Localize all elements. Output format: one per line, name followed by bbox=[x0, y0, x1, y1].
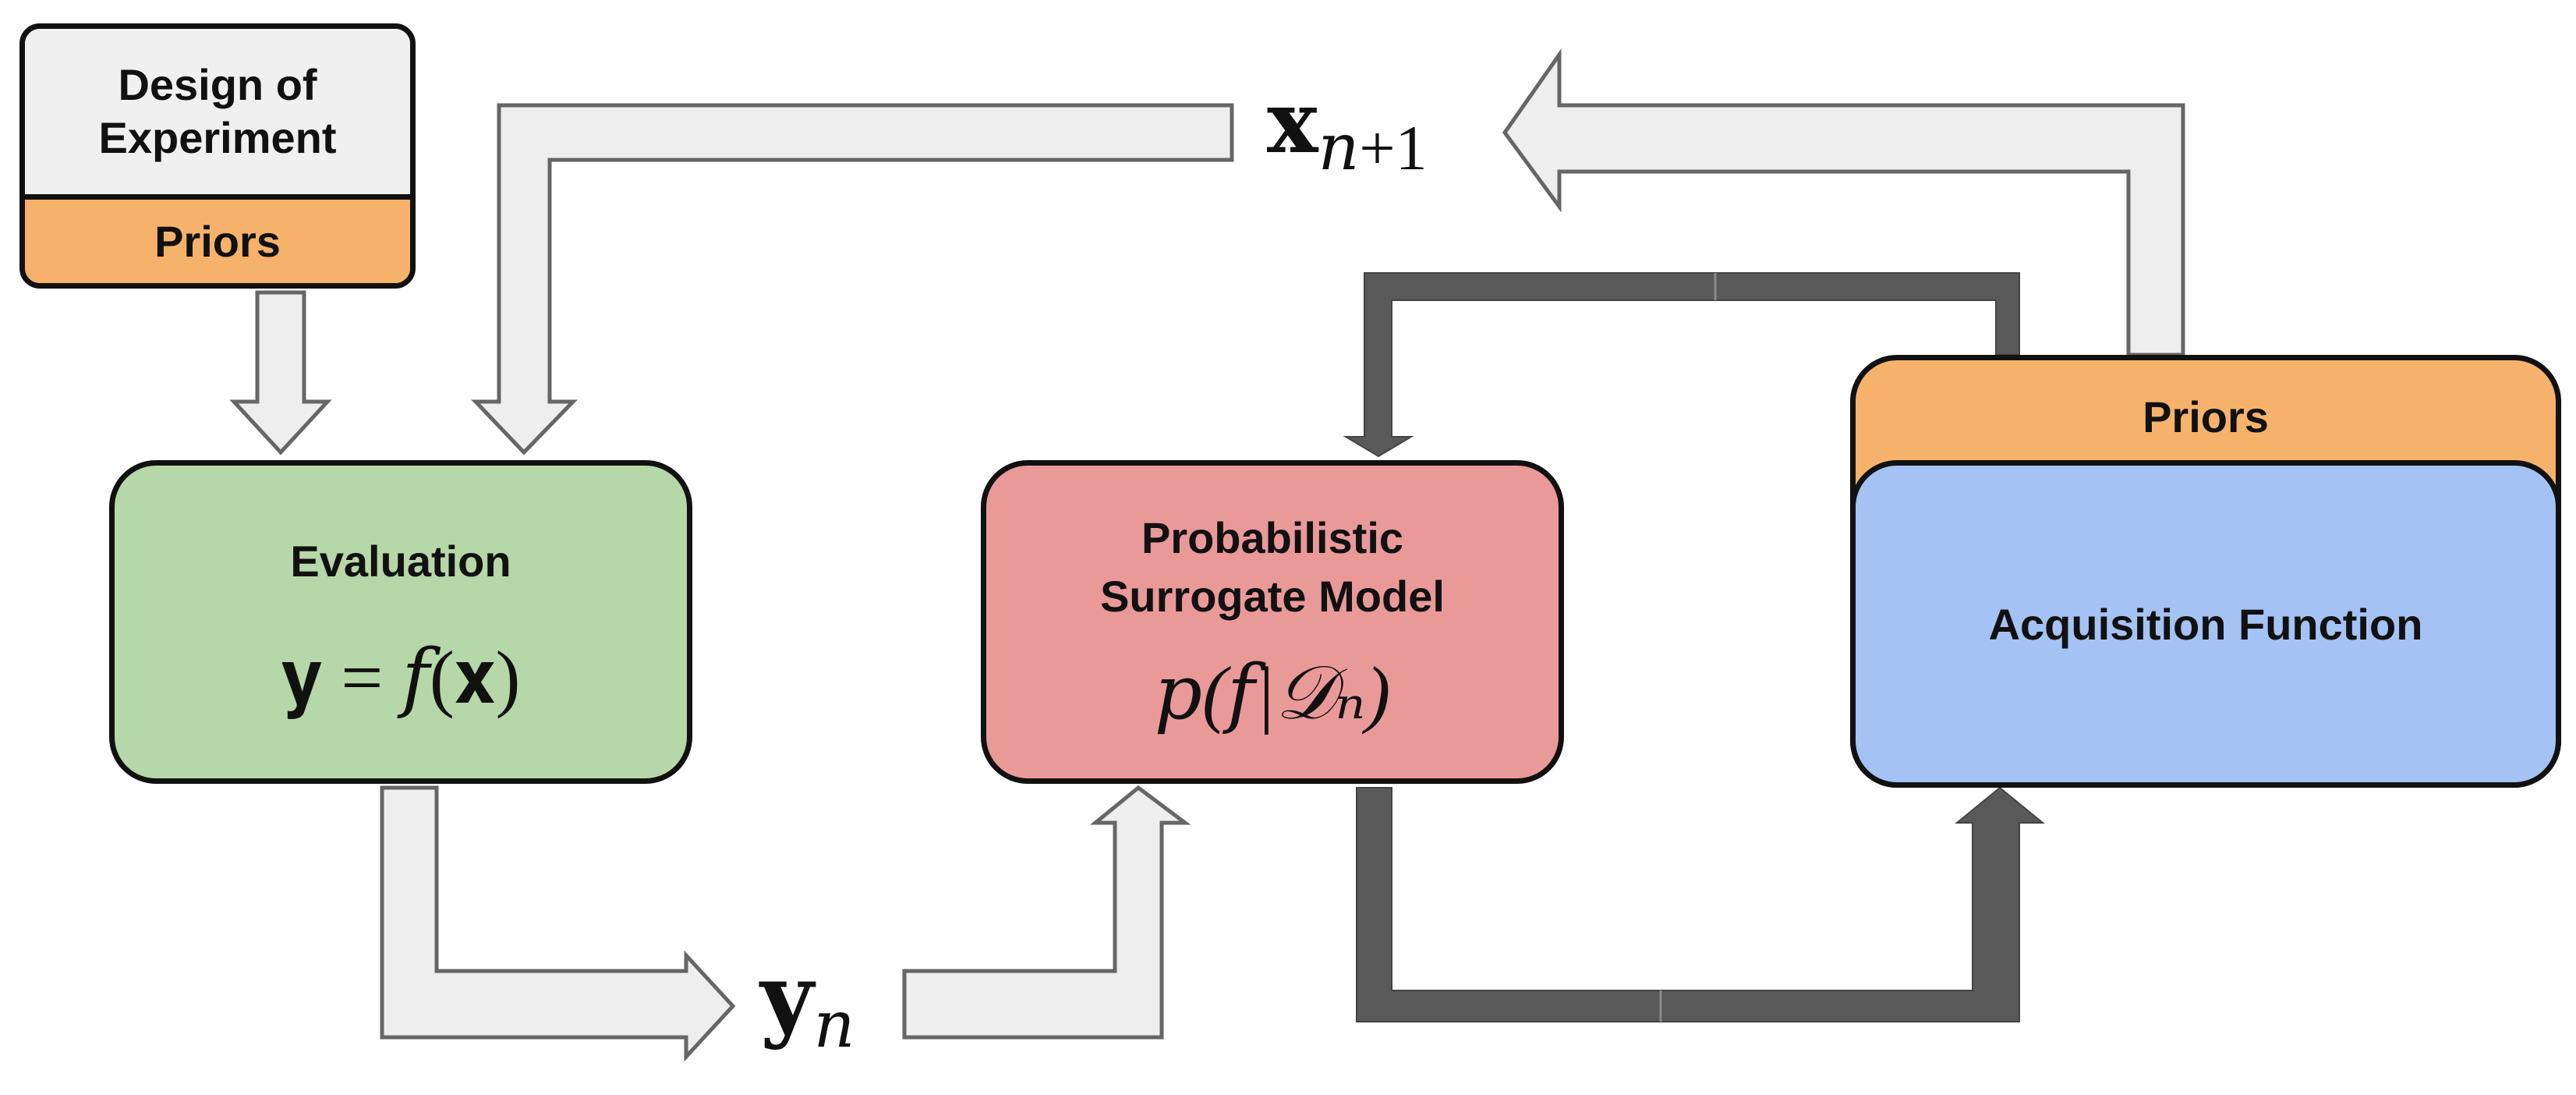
acquisition-priors-label: Priors bbox=[2143, 392, 2269, 441]
doe-priors-band: Priors bbox=[25, 194, 410, 283]
arrow-yn-to-surrogate bbox=[902, 785, 1191, 1040]
arrow-acquisition-to-xnext bbox=[1502, 48, 2185, 357]
arrow-doe-to-evaluation bbox=[229, 290, 332, 455]
x-next-subscript: 𝑛+1 bbox=[1318, 112, 1428, 183]
doe-priors-label: Priors bbox=[154, 217, 281, 266]
doe-title-line1: Design of bbox=[118, 60, 317, 109]
x-next-label: 𝐱𝑛+1 bbox=[1267, 76, 1428, 183]
arrow-xnext-to-evaluation bbox=[471, 103, 1234, 455]
doe-title-band: Design of Experiment bbox=[25, 29, 410, 194]
arrow-surrogate-to-acquisition bbox=[1356, 786, 2045, 1022]
surrogate-formula: 𝑝(𝑓|𝒟ₙ) bbox=[1154, 651, 1391, 735]
yn-symbol: 𝐲 bbox=[759, 948, 816, 1050]
evaluation-formula: 𝐲 = 𝑓(𝐱) bbox=[281, 636, 521, 719]
surrogate-model-box: Probabilistic Surrogate Model 𝑝(𝑓|𝒟ₙ) bbox=[981, 460, 1564, 784]
evaluation-box: Evaluation 𝐲 = 𝑓(𝐱) bbox=[109, 460, 692, 784]
acquisition-title: Acquisition Function bbox=[1988, 599, 2423, 649]
arrow-evaluation-to-yn bbox=[380, 785, 736, 1062]
yn-subscript: 𝑛 bbox=[814, 990, 855, 1061]
arrow-acquisition-to-surrogate bbox=[1343, 272, 2020, 458]
design-of-experiment-box: Design of Experiment Priors bbox=[19, 23, 416, 289]
yn-label: 𝐲𝑛 bbox=[759, 948, 855, 1061]
x-next-symbol: 𝐱 bbox=[1267, 76, 1319, 171]
surrogate-title-line1: Probabilistic bbox=[1141, 513, 1404, 562]
surrogate-title-line2: Surrogate Model bbox=[1100, 572, 1445, 621]
acquisition-function-box: Acquisition Function bbox=[1850, 460, 2561, 788]
doe-title-line2: Experiment bbox=[98, 113, 337, 162]
evaluation-title: Evaluation bbox=[290, 537, 511, 586]
